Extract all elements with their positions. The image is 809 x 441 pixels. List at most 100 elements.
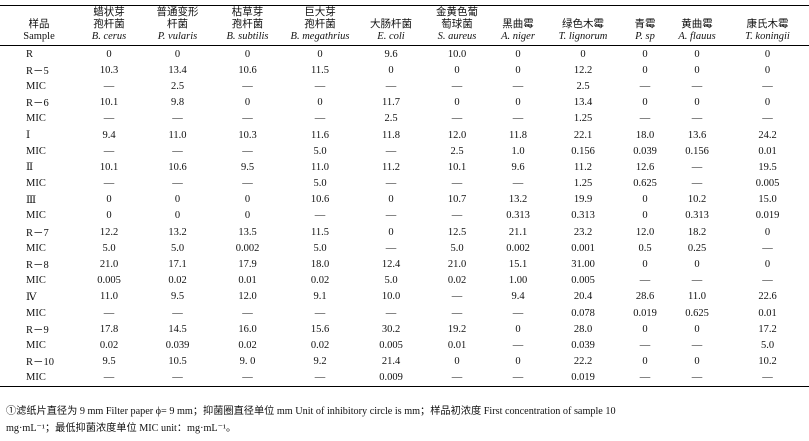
- table-cell: 9.4: [102, 129, 116, 141]
- table-cell: 2.5: [450, 145, 464, 157]
- header-organism: 黑曲霉 A. niger: [492, 5, 544, 46]
- table-cell: 22.6: [758, 291, 777, 303]
- table-row: MIC 0 0 0 — — — 0.313 0.313 0 0.313 0.019: [0, 208, 809, 224]
- table-cell: 0.313: [685, 210, 709, 222]
- table-cell: 0: [388, 194, 394, 206]
- table-cell: —: [103, 178, 115, 190]
- table-cell: 0: [244, 48, 251, 60]
- table-cell: —: [385, 242, 397, 254]
- row-label-cell: R－5: [26, 65, 49, 77]
- table-cell: 23.2: [573, 226, 593, 238]
- table-cell: —: [103, 145, 115, 157]
- table-cell: 12.2: [573, 64, 593, 76]
- table-cell: 14.5: [168, 323, 187, 335]
- table-cell: 19.2: [447, 323, 467, 335]
- table-cell: 0: [694, 356, 700, 368]
- header-sample: 样品 Sample: [0, 5, 78, 46]
- table-cell: 15.0: [758, 194, 777, 206]
- table-cell: 5.0: [170, 242, 185, 254]
- header-cn-label: 杆菌: [167, 19, 188, 30]
- table-cell: 0.625: [633, 178, 657, 190]
- table-cell: 0: [580, 48, 586, 60]
- table-cell: 0: [317, 48, 323, 60]
- row-label-cell: R－6: [26, 98, 49, 110]
- table-cell: 0: [642, 97, 648, 109]
- table-cell: 11.0: [168, 129, 187, 141]
- table-cell: 0.002: [235, 242, 260, 254]
- table-header-row: 样品 Sample 蜡状芽 孢杆菌 B. cerus 普通变形 杆菌 P. vularis 枯草…: [0, 5, 809, 46]
- table-cell: 13.4: [168, 64, 187, 76]
- table-cell: 0.156: [685, 145, 709, 157]
- table-cell: —: [140, 369, 215, 387]
- table-cell: 0: [515, 323, 521, 335]
- table-cell: —: [385, 307, 397, 319]
- row-label-cell: MIC: [26, 210, 46, 222]
- table-cell: 9.5: [102, 356, 116, 368]
- table-cell: —: [172, 178, 183, 190]
- row-label-cell: Ⅲ: [26, 194, 37, 206]
- table-cell: 9.6: [384, 48, 398, 60]
- table-cell: 28.0: [573, 323, 593, 335]
- table-row: MIC — — — 5.0 — 2.5 1.0 0.156 0.039 0.156 0.01: [0, 143, 809, 159]
- table-cell: 5.0: [102, 242, 116, 254]
- table-cell: 15.6: [310, 323, 330, 335]
- table-cell: 10.0: [447, 48, 467, 60]
- table-cell: 0: [244, 194, 251, 206]
- table-cell: 11.2: [574, 161, 592, 173]
- table-cell: 12.6: [635, 161, 655, 173]
- table-cell: 18.0: [310, 259, 330, 271]
- table-cell: 1.00: [508, 275, 528, 287]
- table-cell: —: [762, 242, 773, 254]
- table-row: R－9 17.8 14.5 16.0 15.6 30.2 19.2 0 28.0 0 0 17.2: [0, 321, 809, 337]
- table-cell: —: [639, 80, 651, 92]
- header-cn-label: 孢杆菌: [231, 19, 264, 30]
- table-cell: 13.5: [238, 226, 257, 238]
- row-label-cell: R: [26, 48, 34, 60]
- table-cell: 2.5: [384, 113, 398, 125]
- table-cell: —: [726, 369, 809, 387]
- row-label-cell: R－7: [26, 227, 49, 239]
- table-cell: 12.4: [381, 259, 401, 271]
- table-row: Ⅰ 9.4 11.0 10.3 11.6 11.8 12.0 11.8 22.1 18.0 13.6…: [0, 127, 809, 143]
- table-cell: 13.4: [573, 97, 593, 109]
- table-cell: 11.5: [311, 226, 329, 238]
- table-cell: 0.01: [758, 145, 777, 157]
- table-cell: 9. 0: [239, 356, 256, 368]
- table-cell: 17.1: [168, 259, 187, 271]
- table-cell: —: [280, 369, 360, 387]
- table-row: R 0 0 0 0 9.6 10.0 0 0 0 0 0: [0, 46, 809, 63]
- table-cell: —: [103, 80, 115, 92]
- header-cn-label: 康氏木霉: [746, 19, 789, 30]
- table-cell: —: [314, 113, 326, 125]
- table-cell: 0: [454, 97, 460, 109]
- table-cell: —: [691, 339, 703, 351]
- table-cell: —: [314, 80, 326, 92]
- table-cell: 0: [515, 64, 521, 76]
- row-label-cell: R－10: [26, 357, 55, 369]
- table-cell: 0.039: [633, 145, 657, 157]
- table-cell: 0.625: [685, 307, 709, 319]
- row-label-cell: MIC: [26, 242, 46, 254]
- footnote-line-2: mg·mL⁻¹；最低抑菌浓度单位 MIC unit：mg·mL⁻¹。: [6, 423, 237, 434]
- table-cell: 10.6: [238, 64, 257, 76]
- table-cell: —: [762, 113, 773, 125]
- table-cell: —: [668, 369, 726, 387]
- table-cell: 0.005: [97, 275, 121, 287]
- header-en-label: E. coli: [377, 31, 405, 42]
- table-cell: 0: [174, 48, 181, 60]
- table-cell: 0: [515, 97, 521, 109]
- header-cn-label: 孢杆菌: [304, 19, 336, 30]
- table-cell: 0.313: [571, 210, 595, 222]
- table-cell: —: [385, 145, 397, 157]
- results-table-container: 样品 Sample 蜡状芽 孢杆菌 B. cerus 普通变形 杆菌 P. vularis 枯草…: [0, 5, 809, 387]
- table-cell: 0.002: [506, 242, 530, 254]
- row-label-cell: Ⅳ: [26, 291, 37, 303]
- table-cell: 22.2: [573, 356, 593, 368]
- table-cell: 9.4: [511, 291, 525, 303]
- table-cell: 0.039: [571, 339, 595, 351]
- header-organism: 绿色木霉 T. lignorum: [544, 5, 622, 46]
- table-cell: 11.0: [311, 161, 329, 173]
- table-body: R 0 0 0 0 9.6 10.0 0 0 0 0 0 R－5 10.3 13.4 10.6 11.5 0 0 0 1…: [0, 46, 809, 387]
- table-cell: 0: [764, 48, 771, 60]
- table-cell: 0: [764, 259, 771, 271]
